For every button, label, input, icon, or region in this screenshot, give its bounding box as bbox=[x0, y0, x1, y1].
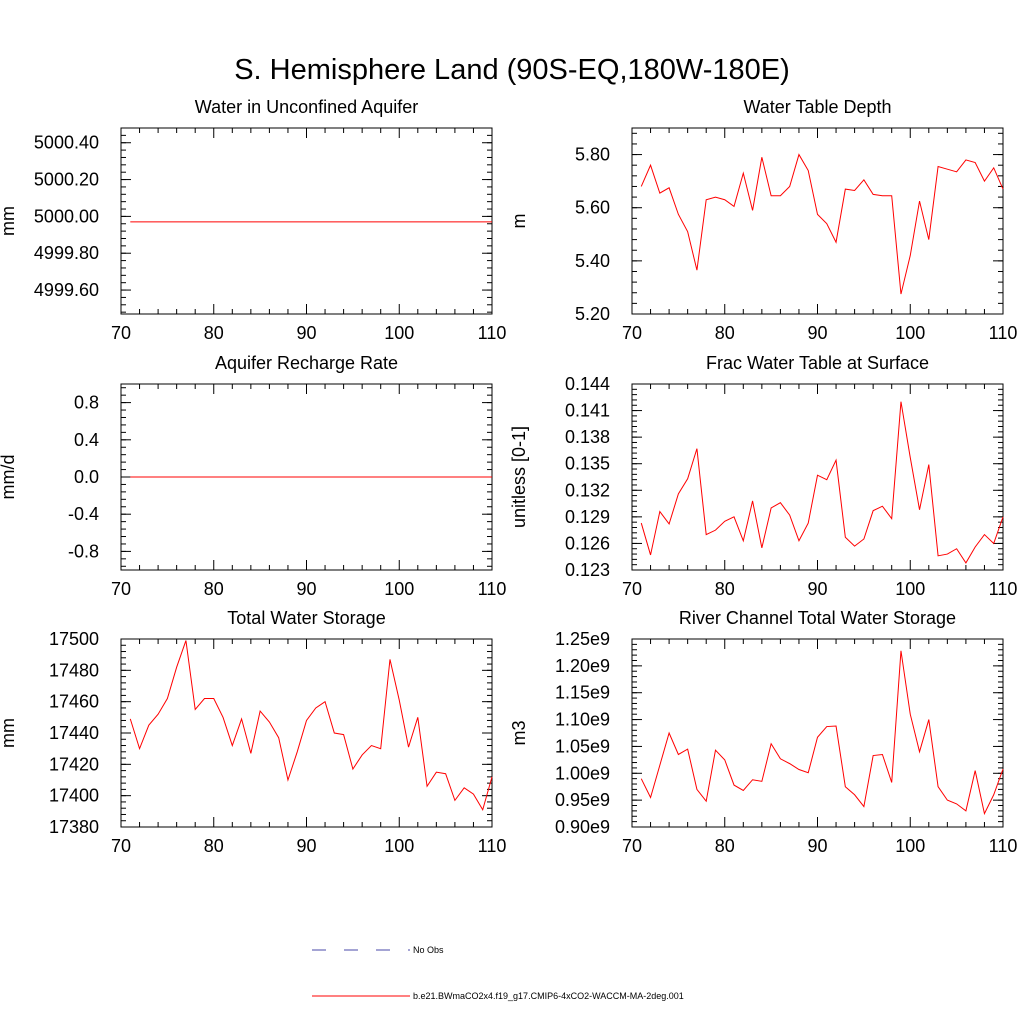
x-tick-label: 70 bbox=[111, 836, 131, 856]
legend-obs-label: No Obs bbox=[413, 945, 444, 955]
chart-unconfined-aquifer: Water in Unconfined Aquifer mm 70 80 90 100 11… bbox=[0, 97, 506, 343]
y-tick-label: 0.95e9 bbox=[555, 790, 610, 810]
x-tick-label: 70 bbox=[111, 323, 131, 343]
y-tick-label: 17420 bbox=[49, 754, 99, 774]
y-axis-label: m bbox=[509, 214, 529, 229]
x-tick-label: 90 bbox=[296, 579, 316, 599]
chart-frac-water-table: Frac Water Table at Surface unitless [0-1… bbox=[509, 353, 1017, 599]
chart-total-water-storage: Total Water Storage mm 70 80 90 100 110 17380 17… bbox=[0, 608, 506, 856]
x-tick-label: 90 bbox=[807, 836, 827, 856]
y-tick-label: 1.15e9 bbox=[555, 683, 610, 703]
series-line bbox=[129, 640, 493, 812]
x-tick-label: 100 bbox=[895, 323, 925, 343]
chart-title: River Channel Total Water Storage bbox=[679, 608, 956, 628]
x-tick-label: 80 bbox=[204, 836, 224, 856]
y-tick-label: 5000.00 bbox=[34, 206, 99, 226]
y-tick-label: 17480 bbox=[49, 660, 99, 680]
y-tick-label: 0.141 bbox=[565, 401, 610, 421]
y-tick-label: 1.10e9 bbox=[555, 710, 610, 730]
x-tick-label: 70 bbox=[622, 323, 642, 343]
y-tick-label: 0.90e9 bbox=[555, 817, 610, 837]
x-tick-label: 100 bbox=[384, 323, 414, 343]
y-axis-label: m3 bbox=[509, 720, 529, 745]
x-tick-label: 70 bbox=[622, 579, 642, 599]
y-tick-label: 0.8 bbox=[74, 393, 99, 413]
y-tick-label: 0.123 bbox=[565, 560, 610, 580]
x-tick-label: 70 bbox=[111, 579, 131, 599]
series-line bbox=[640, 650, 1004, 816]
x-tick-label: 80 bbox=[715, 836, 735, 856]
x-tick-label: 80 bbox=[204, 323, 224, 343]
y-axis-label: mm bbox=[0, 718, 18, 748]
y-tick-label: 5.60 bbox=[575, 198, 610, 218]
x-tick-label: 90 bbox=[296, 323, 316, 343]
x-tick-label: 110 bbox=[989, 836, 1018, 856]
y-tick-label: 1.20e9 bbox=[555, 656, 610, 676]
y-tick-label: 0.129 bbox=[565, 507, 610, 527]
x-tick-label: 110 bbox=[478, 323, 507, 343]
x-tick-label: 100 bbox=[384, 836, 414, 856]
y-tick-label: 5.20 bbox=[575, 304, 610, 324]
y-tick-label: 0.135 bbox=[565, 454, 610, 474]
x-tick-label: 90 bbox=[296, 836, 316, 856]
y-tick-label: 17500 bbox=[49, 629, 99, 649]
y-tick-label: 1.00e9 bbox=[555, 763, 610, 783]
y-tick-label: 1.05e9 bbox=[555, 736, 610, 756]
x-tick-label: 80 bbox=[204, 579, 224, 599]
y-tick-label: -0.4 bbox=[68, 504, 99, 524]
y-tick-label: 17460 bbox=[49, 692, 99, 712]
y-tick-label: -0.8 bbox=[68, 541, 99, 561]
y-tick-label: 1.25e9 bbox=[555, 629, 610, 649]
x-tick-label: 110 bbox=[989, 323, 1018, 343]
y-tick-label: 5.80 bbox=[575, 145, 610, 165]
y-tick-label: 4999.60 bbox=[34, 280, 99, 300]
y-tick-label: 5000.40 bbox=[34, 133, 99, 153]
chart-panels: Water in Unconfined Aquifer mm 70 80 90 100 11… bbox=[0, 97, 1017, 856]
x-tick-label: 110 bbox=[478, 836, 507, 856]
chart-title: Water in Unconfined Aquifer bbox=[195, 97, 418, 117]
chart-aquifer-recharge: Aquifer Recharge Rate mm/d 70 80 90 100 110 -0.… bbox=[0, 353, 506, 599]
y-axis-label: mm bbox=[0, 206, 18, 236]
y-tick-label: 17440 bbox=[49, 723, 99, 743]
legend-model-label: b.e21.BWmaCO2x4.f19_g17.CMIP6-4xCO2-WACC… bbox=[413, 991, 684, 1001]
x-tick-label: 80 bbox=[715, 579, 735, 599]
plot-frame bbox=[631, 127, 1004, 315]
y-tick-label: 0.132 bbox=[565, 480, 610, 500]
legend: No Obs b.e21.BWmaCO2x4.f19_g17.CMIP6-4xC… bbox=[312, 945, 684, 1001]
y-tick-label: 5.40 bbox=[575, 251, 610, 271]
y-axis-label: mm/d bbox=[0, 455, 18, 500]
y-tick-label: 17400 bbox=[49, 786, 99, 806]
y-tick-label: 0.126 bbox=[565, 533, 610, 553]
y-tick-label: 0.144 bbox=[565, 374, 610, 394]
x-tick-label: 90 bbox=[807, 579, 827, 599]
y-tick-label: 17380 bbox=[49, 817, 99, 837]
page-title: S. Hemisphere Land (90S-EQ,180W-180E) bbox=[234, 54, 790, 86]
y-tick-label: 5000.20 bbox=[34, 170, 99, 190]
y-axis-label: unitless [0-1] bbox=[509, 426, 529, 528]
x-tick-label: 110 bbox=[478, 579, 507, 599]
plot-frame bbox=[631, 638, 1004, 828]
series-line bbox=[640, 401, 1004, 564]
x-tick-label: 90 bbox=[807, 323, 827, 343]
x-tick-label: 70 bbox=[622, 836, 642, 856]
y-tick-label: 0.138 bbox=[565, 427, 610, 447]
x-tick-label: 80 bbox=[715, 323, 735, 343]
y-tick-label: 4999.80 bbox=[34, 243, 99, 263]
series-line bbox=[640, 153, 1004, 295]
y-tick-label: 0.4 bbox=[74, 430, 99, 450]
chart-river-channel-storage: River Channel Total Water Storage m3 70 80 9… bbox=[509, 608, 1017, 856]
x-tick-label: 100 bbox=[384, 579, 414, 599]
x-tick-label: 110 bbox=[989, 579, 1018, 599]
chart-title: Total Water Storage bbox=[227, 608, 385, 628]
chart-title: Frac Water Table at Surface bbox=[706, 353, 929, 373]
y-tick-label: 0.0 bbox=[74, 467, 99, 487]
plot-frame bbox=[120, 127, 493, 315]
x-tick-label: 100 bbox=[895, 836, 925, 856]
chart-water-table-depth: Water Table Depth m 70 80 90 100 110 5.20 5.40 5.… bbox=[509, 97, 1017, 343]
x-tick-label: 100 bbox=[895, 579, 925, 599]
chart-title: Aquifer Recharge Rate bbox=[215, 353, 398, 373]
chart-title: Water Table Depth bbox=[743, 97, 891, 117]
